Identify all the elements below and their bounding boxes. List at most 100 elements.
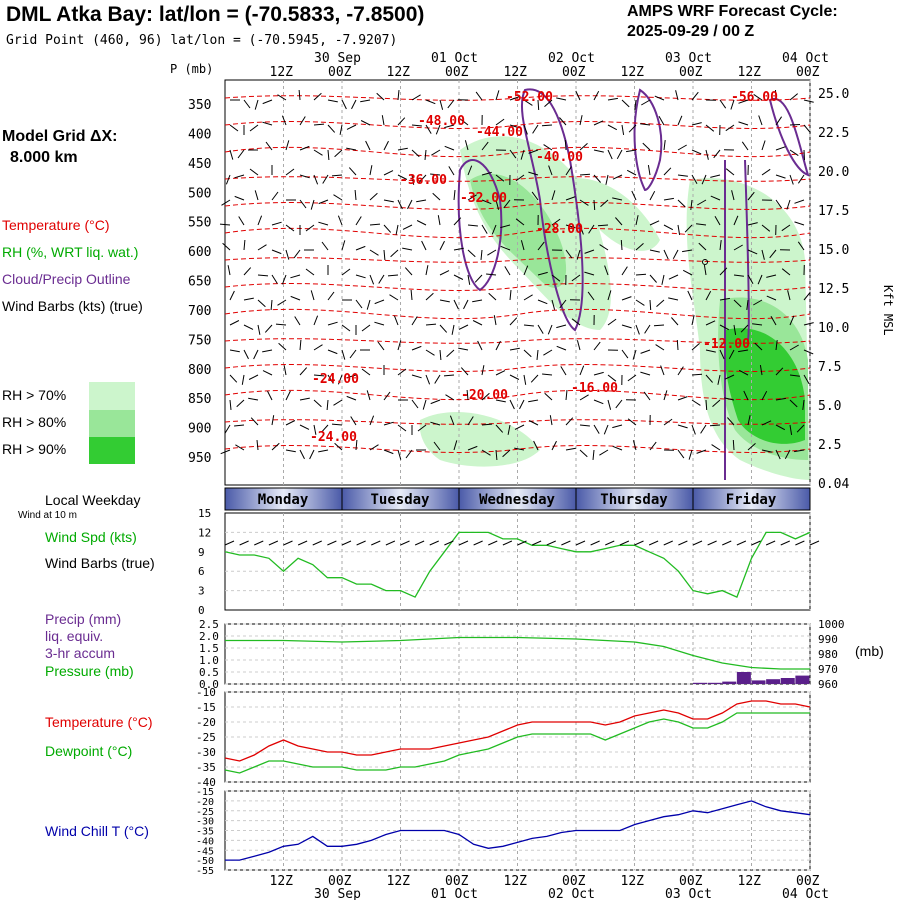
wind-barb: [733, 244, 743, 251]
wind-barb: [397, 368, 407, 376]
surface-wind-barb: [239, 540, 249, 546]
precip-bar: [693, 682, 707, 684]
wind-barb: [341, 349, 346, 360]
wind-barb: [740, 324, 749, 333]
wind-barb: [467, 249, 476, 258]
wind-speed-tick: 15: [198, 507, 211, 520]
wind-barb: [270, 299, 273, 311]
surface-wind-barb: [502, 540, 513, 546]
wind-barb: [491, 224, 497, 235]
wind-barb: [584, 249, 595, 254]
wind-barb: [425, 99, 436, 105]
temperature-contour-label: -28.00: [536, 222, 583, 237]
wind-barb: [758, 115, 763, 126]
wind-barb: [411, 345, 422, 351]
wind-barb: [310, 290, 315, 301]
wind-barb: [654, 95, 665, 101]
wind-barb: [313, 149, 323, 156]
wind-barb: [643, 391, 651, 401]
p-tick-label: 850: [188, 392, 211, 407]
wind-barb: [579, 224, 584, 235]
temperature-contour: [224, 308, 811, 320]
wind-barb: [803, 99, 814, 103]
temperature-contour: [224, 445, 811, 453]
wind-barb: [397, 147, 408, 151]
wind-barb: [257, 299, 266, 308]
wind-barb: [616, 149, 623, 160]
precip-label: Precip (mm): [45, 611, 122, 627]
surface-wind-barb: [678, 540, 688, 546]
wind-barb: [346, 374, 357, 379]
wind-barb: [528, 399, 539, 403]
wind-barb: [697, 199, 707, 206]
wind-speed-tick: 9: [198, 546, 205, 559]
precip-tick: 1.0: [199, 654, 219, 667]
wind-barb: [509, 290, 512, 301]
wind-barb: [389, 294, 399, 301]
wind-barb: [360, 120, 371, 126]
wind-barb: [397, 424, 407, 432]
wind-barb: [481, 392, 490, 401]
wind-barb: [789, 344, 799, 351]
wind-barb: [663, 390, 668, 401]
surface-wind-barb: [765, 540, 776, 546]
wind-barb: [593, 371, 604, 376]
wind-barb: [621, 124, 625, 135]
wind-barb: [334, 149, 343, 158]
temperature-contour: [224, 364, 811, 372]
date-label-top: 02 Oct: [548, 51, 595, 66]
wind-barb: [523, 99, 533, 106]
wind-barb: [397, 449, 402, 460]
wind-barb: [565, 417, 574, 426]
page-title: DML Atka Bay: lat/lon = (-70.5833, -7.85…: [6, 3, 425, 26]
wind-speed-tick: 6: [198, 565, 205, 578]
wind-barb: [520, 149, 525, 160]
wind-barb: [725, 168, 735, 176]
wind-barb: [425, 349, 435, 356]
wind-barb: [467, 416, 474, 426]
wind-barb: [229, 290, 235, 301]
wind-speed-tick: 12: [198, 526, 211, 539]
wind-barb: [411, 316, 418, 326]
x-tick-label-bottom: 12Z: [621, 874, 645, 889]
temperature-contour: [224, 419, 811, 425]
wind-barb: [243, 99, 251, 109]
wind-barb: [759, 365, 763, 376]
surface-wind-barb: [546, 540, 556, 546]
wind-barb: [523, 265, 529, 276]
wind-barb: [635, 324, 640, 335]
wind-barb: [439, 349, 442, 361]
temperature-contour: [224, 389, 811, 401]
wind-barb: [397, 174, 408, 180]
wind-barb: [672, 249, 679, 260]
wind-barb: [355, 245, 366, 251]
precip-bar: [736, 672, 751, 684]
wind-barb: [675, 90, 679, 101]
wind-barb: [285, 140, 290, 151]
wind-barb: [719, 99, 727, 109]
wind-barb: [229, 124, 239, 132]
p-axis-label: P (mb): [170, 62, 213, 76]
temperature-contour-label: -52.00: [506, 90, 553, 105]
wind-barb: [515, 174, 525, 182]
wind-barb: [495, 174, 505, 182]
wind-barb: [349, 349, 357, 359]
wind-barb: [691, 91, 699, 101]
wind-barb: [387, 274, 399, 277]
wind-barb: [504, 266, 511, 276]
wind-barb: [794, 221, 805, 226]
cloud-outline: [768, 97, 810, 177]
wind-barb: [597, 224, 609, 227]
surface-wind-barb: [341, 540, 352, 546]
wind-barb: [488, 292, 497, 301]
wind-barb: [688, 449, 693, 460]
wind-barb: [467, 165, 473, 176]
kft-tick-label: 22.5: [818, 126, 849, 141]
wind-barb: [486, 273, 497, 276]
temperature-contour-label: -40.00: [536, 150, 583, 165]
x-tick-label-top: 12Z: [387, 65, 411, 80]
wind-barb: [313, 399, 322, 408]
wind-barb: [285, 420, 296, 426]
wind-barb: [649, 220, 660, 226]
wind-barb: [775, 116, 783, 126]
